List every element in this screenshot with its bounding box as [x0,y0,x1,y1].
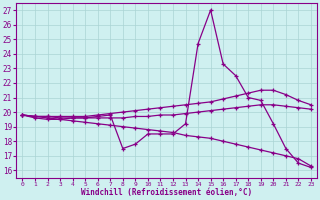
X-axis label: Windchill (Refroidissement éolien,°C): Windchill (Refroidissement éolien,°C) [81,188,252,197]
